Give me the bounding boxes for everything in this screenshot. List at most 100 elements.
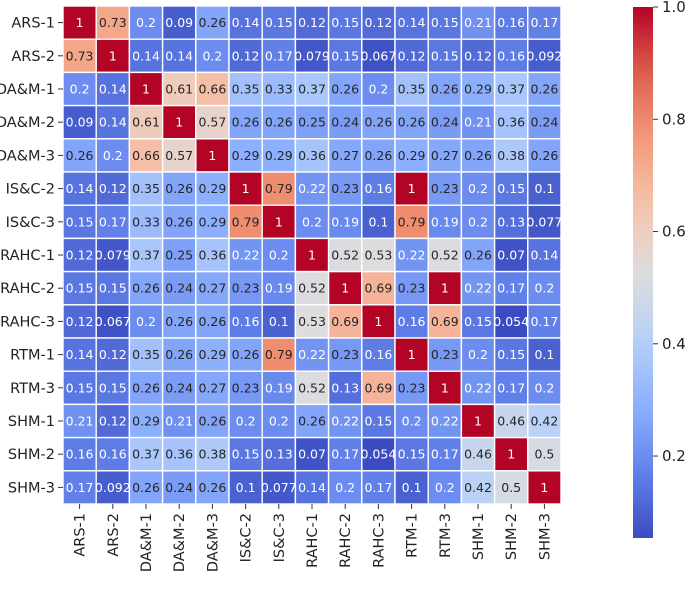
cell-value-label: 0.37	[132, 447, 160, 462]
heatmap-cell	[161, 138, 197, 173]
cell-value-label: 0.22	[298, 347, 326, 362]
heatmap-cell	[394, 104, 429, 140]
cell-value-label: 0.2	[136, 15, 156, 30]
heatmap-cell	[128, 370, 164, 406]
heatmap-cell	[427, 304, 463, 339]
cell-value-label: 0.26	[298, 414, 326, 429]
heatmap-cell	[427, 436, 463, 472]
cell-value-label: 0.17	[530, 314, 558, 329]
y-tick-label: RAHC-3	[0, 314, 55, 330]
cell-value-label: 0.15	[331, 15, 359, 30]
heatmap-cell	[62, 71, 97, 107]
cell-value-label: 0.2	[468, 347, 488, 362]
cell-value-label: 0.17	[99, 214, 127, 229]
cell-value-label: 0.24	[331, 115, 359, 130]
cell-value-label: 0.17	[431, 447, 459, 462]
heatmap-cell	[327, 470, 363, 505]
cell-value-label: 0.15	[66, 281, 94, 296]
cell-value-label: 0.054	[361, 447, 397, 462]
cell-value-label: 0.61	[165, 82, 193, 97]
heatmap-cell	[261, 138, 297, 173]
cell-value-label: 0.66	[198, 82, 226, 97]
cell-value-label: 0.22	[464, 380, 492, 395]
cell-value-label: 0.52	[298, 281, 326, 296]
cell-value-label: 0.26	[165, 181, 193, 196]
cell-value-label: 0.079	[95, 248, 131, 263]
cell-value-label: 0.19	[331, 214, 359, 229]
cell-value-label: 0.17	[66, 480, 94, 495]
cell-value-label: 0.24	[431, 115, 459, 130]
cell-value-label: 0.13	[331, 380, 359, 395]
cell-value-label: 0.53	[298, 314, 326, 329]
cell-value-label: 0.53	[364, 248, 392, 263]
cell-value-label: 0.29	[132, 414, 160, 429]
cell-value-label: 0.35	[132, 347, 160, 362]
y-tick-label: IS&C-2	[6, 182, 55, 198]
colorbar-gradient	[633, 7, 653, 538]
heatmap-cell	[394, 470, 429, 505]
cell-value-label: 0.38	[198, 447, 226, 462]
cell-value-label: 1	[341, 281, 349, 296]
heatmap-cell	[361, 304, 396, 339]
cell-value-label: 0.054	[493, 314, 529, 329]
heatmap-cell	[427, 470, 463, 505]
cell-value-label: 0.077	[261, 480, 297, 495]
cell-value-label: 0.21	[464, 15, 492, 30]
cell-value-label: 0.14	[298, 480, 326, 495]
heatmap-cell	[161, 171, 197, 206]
heatmap-cell	[261, 436, 297, 472]
cell-value-label: 0.2	[202, 48, 222, 63]
cell-value-label: 0.79	[398, 214, 426, 229]
heatmap-cell	[195, 337, 230, 372]
heatmap-cell	[493, 104, 529, 140]
cell-value-label: 0.24	[530, 115, 558, 130]
cell-value-label: 0.15	[232, 447, 260, 462]
cell-value-label: 0.14	[530, 248, 558, 263]
colorbar-tick-label: 0.4	[662, 335, 685, 353]
cell-value-label: 0.23	[431, 181, 459, 196]
heatmap-cell	[427, 204, 463, 240]
cell-value-label: 0.35	[132, 181, 160, 196]
cell-value-label: 0.15	[66, 214, 94, 229]
cell-value-label: 0.26	[464, 248, 492, 263]
cell-value-label: 0.5	[501, 480, 521, 495]
cell-value-label: 0.15	[497, 347, 525, 362]
heatmap-cell	[228, 171, 263, 206]
cell-value-label: 0.14	[66, 181, 94, 196]
cell-value-label: 0.067	[361, 48, 397, 63]
heatmap-cell	[95, 403, 131, 439]
cell-value-label: 0.12	[232, 48, 260, 63]
cell-value-label: 1	[275, 214, 283, 229]
heatmap-cell	[95, 270, 131, 306]
heatmap-cell	[62, 138, 97, 173]
cell-value-label: 0.29	[198, 347, 226, 362]
heatmap-cell	[195, 104, 230, 140]
cell-value-label: 0.21	[464, 115, 492, 130]
heatmap-cell	[527, 436, 562, 472]
heatmap-cell	[361, 171, 396, 206]
x-tick-label: RTM-1	[405, 513, 421, 558]
heatmap-cell	[128, 171, 164, 206]
cell-value-label: 0.36	[497, 115, 525, 130]
heatmap-cell	[493, 270, 529, 306]
heatmap-cell	[161, 38, 197, 74]
y-tick-label: DA&M-1	[0, 82, 55, 98]
heatmap-cell	[261, 403, 297, 439]
heatmap-cell	[361, 337, 396, 372]
colorbar-tick-label: 0.8	[662, 110, 685, 128]
heatmap-cell	[361, 5, 396, 40]
cell-value-label: 0.07	[497, 248, 525, 263]
y-tick-label: DA&M-2	[0, 115, 55, 131]
cell-value-label: 0.15	[331, 48, 359, 63]
y-tick-label: RAHC-1	[0, 248, 55, 264]
cell-value-label: 0.37	[497, 82, 525, 97]
cell-value-label: 0.22	[398, 248, 426, 263]
heatmap-cell	[527, 403, 562, 439]
cell-value-label: 0.26	[530, 82, 558, 97]
cell-value-label: 0.2	[269, 414, 289, 429]
cell-value-label: 0.27	[198, 380, 226, 395]
cell-value-label: 0.79	[232, 214, 260, 229]
heatmap-cell	[95, 171, 131, 206]
cell-value-label: 0.15	[398, 447, 426, 462]
y-tick-label: DA&M-3	[0, 148, 55, 164]
